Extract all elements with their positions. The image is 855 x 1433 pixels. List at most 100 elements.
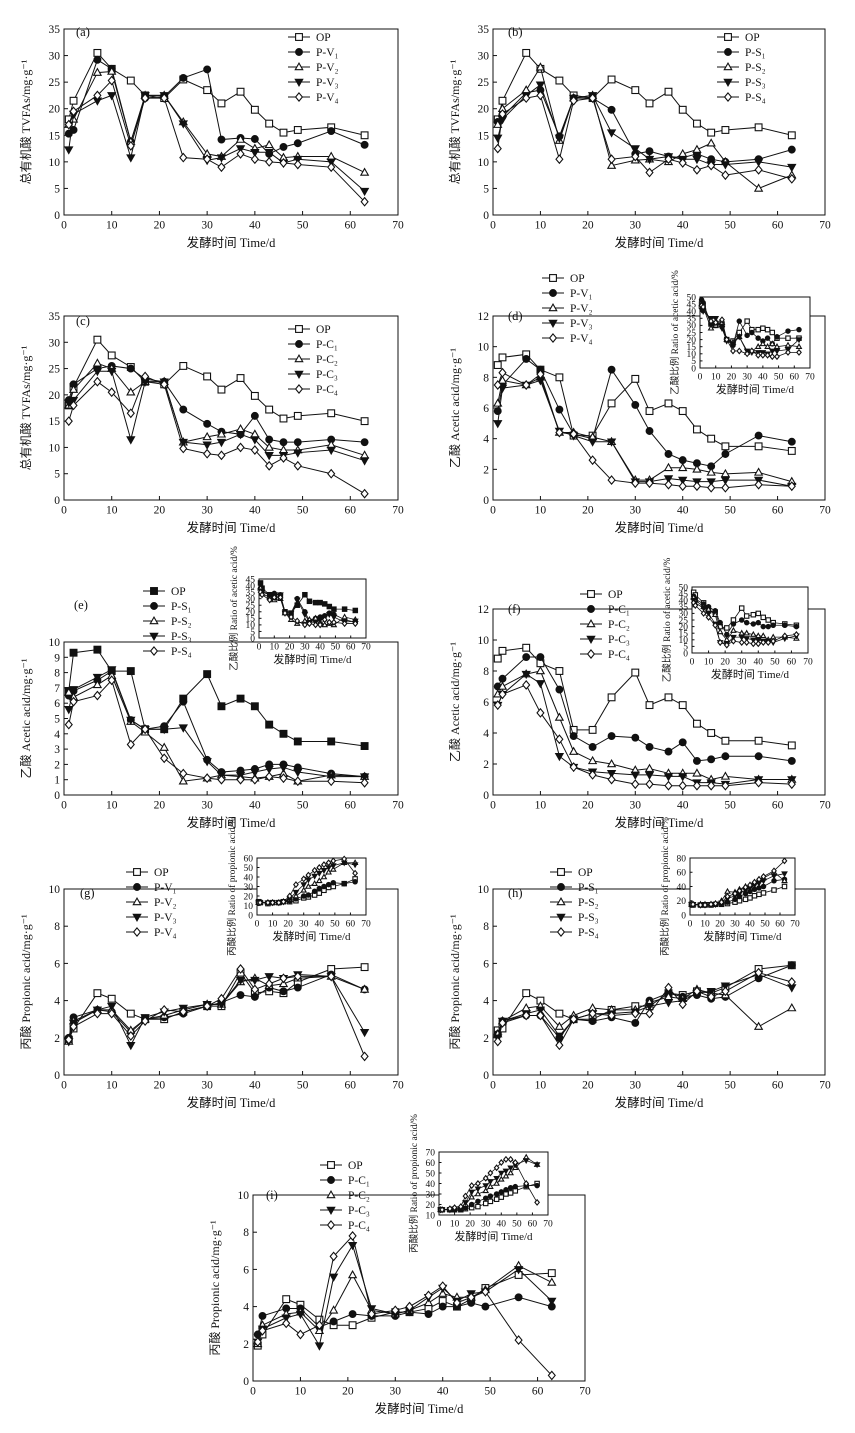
panel-c-x-tick-label: 40 bbox=[249, 505, 261, 517]
panel-g-y-tick-label: 4 bbox=[54, 996, 60, 1008]
panel-c-data-point bbox=[107, 367, 117, 377]
panel-g-data-point bbox=[160, 1004, 169, 1015]
panel-b-x-tick-label: 20 bbox=[582, 220, 594, 232]
panel-b-x-tick-label: 10 bbox=[535, 220, 547, 232]
panel-h-data-point bbox=[588, 1008, 597, 1019]
panel-c-x-tick-label: 70 bbox=[392, 505, 404, 517]
panel-a-data-point bbox=[264, 139, 274, 149]
inset-data-point bbox=[765, 638, 772, 646]
panel-a-data-point bbox=[279, 128, 288, 137]
panel-d-label: (d) bbox=[508, 309, 523, 323]
panel-h-inset-series-4 bbox=[688, 857, 788, 909]
inset-data-point bbox=[326, 603, 333, 610]
panel-i-inset-y-tick-label: 40 bbox=[426, 1180, 436, 1190]
panel-c-data-point bbox=[250, 411, 259, 420]
panel-i-data-point bbox=[348, 1310, 357, 1318]
panel-d-x-tick-label: 0 bbox=[490, 505, 496, 517]
panel-c-data-point bbox=[326, 446, 336, 456]
panel-f-data-point bbox=[754, 777, 763, 788]
legend-marker bbox=[294, 353, 304, 363]
legend-marker bbox=[294, 61, 304, 71]
legend-marker bbox=[295, 325, 303, 333]
inset-data-point bbox=[760, 873, 767, 881]
panel-a-plot-frame bbox=[63, 28, 399, 216]
panel-i-legend: OP P-C₁ P-C₂ P-C₃ P-C₄ bbox=[320, 1160, 370, 1232]
panel-e-data-point bbox=[179, 768, 188, 779]
panel-g-data-point bbox=[360, 1051, 369, 1062]
panel-f-data-point bbox=[754, 752, 763, 761]
panel-d-inset-x-tick-label: 70 bbox=[805, 373, 815, 383]
panel-c-y-axis-title: 总有机酸 TVFAs/mg·g⁻¹ bbox=[18, 345, 33, 470]
legend-marker bbox=[723, 61, 733, 71]
inset-data-point bbox=[316, 890, 323, 896]
panel-c-data-point bbox=[360, 417, 369, 426]
legend-label: P-S₁ bbox=[171, 601, 192, 613]
panel-f-x-axis-title: 发酵时间 Time/d bbox=[615, 815, 705, 830]
panel-a-data-point bbox=[203, 86, 212, 95]
panel-h-x-tick-label: 60 bbox=[772, 1080, 784, 1092]
panel-g-inset-y-tick-label: 40 bbox=[244, 873, 254, 883]
inset-data-point bbox=[269, 899, 276, 907]
panel-d-x-tick-label: 70 bbox=[819, 505, 831, 517]
legend-marker bbox=[724, 48, 732, 56]
inset-data-point bbox=[493, 1196, 500, 1203]
panel-f-inset-y-tick-label: 10 bbox=[679, 636, 689, 646]
panel-d-inset-y-tick-label: 20 bbox=[687, 336, 697, 346]
inset-data-point bbox=[781, 877, 788, 884]
panel-h-data-point bbox=[554, 1021, 565, 1030]
inset-data-point bbox=[498, 1194, 505, 1200]
panel-f-label: (f) bbox=[508, 602, 521, 616]
panel-a-data-point bbox=[69, 96, 78, 105]
panel-g-y-tick-label: 8 bbox=[54, 921, 60, 933]
panel-d-data-point bbox=[522, 354, 531, 363]
panel-e-x-tick-label: 20 bbox=[154, 800, 166, 812]
panel-a-data-point bbox=[236, 87, 245, 96]
inset-data-point bbox=[300, 875, 307, 883]
panel-h-series-3 bbox=[493, 971, 797, 1043]
panel-c-data-point bbox=[216, 438, 227, 448]
panel-d-inset-y-tick-label: 35 bbox=[687, 315, 697, 325]
inset-data-point bbox=[764, 335, 771, 341]
inset-data-point bbox=[315, 877, 323, 884]
panel-a-y-tick-label: 20 bbox=[49, 104, 61, 116]
panel-a-data-point bbox=[93, 90, 102, 101]
panel-i-data-point bbox=[296, 1329, 305, 1340]
panel-a-y-tick-label: 25 bbox=[49, 77, 61, 89]
panel-h-x-tick-label: 70 bbox=[819, 1080, 831, 1092]
panel-d-data-point bbox=[706, 467, 716, 476]
panel-h-y-tick-label: 10 bbox=[478, 884, 490, 896]
inset-data-point bbox=[468, 1189, 476, 1196]
panel-i-inset-y-tick-label: 20 bbox=[426, 1201, 436, 1211]
panel-a-data-point bbox=[64, 146, 74, 155]
panel-f-data-point bbox=[644, 771, 655, 780]
panel-d-data-point bbox=[721, 442, 730, 451]
panel-e-inset-x-tick-label: 20 bbox=[285, 643, 295, 653]
panel-i-data-point bbox=[367, 1309, 376, 1319]
inset-data-point bbox=[302, 591, 308, 598]
panel-d-inset-x-tick-label: 30 bbox=[742, 373, 752, 383]
inset-data-point bbox=[719, 316, 725, 324]
panel-e-data-point bbox=[360, 742, 369, 750]
panel-f-data-point bbox=[606, 758, 617, 768]
panel-f-data-point bbox=[555, 667, 564, 675]
panel-d-inset-series-4 bbox=[698, 302, 802, 361]
panel-b-data-point bbox=[664, 87, 673, 96]
panel-i-y-tick-label: 6 bbox=[243, 1264, 249, 1276]
inset-data-point bbox=[325, 868, 332, 875]
panel-e-data-point bbox=[279, 729, 288, 738]
panel-g-inset-y-tick-label: 50 bbox=[244, 864, 254, 874]
inset-data-point bbox=[785, 335, 791, 341]
panel-c-y-tick-label: 25 bbox=[49, 364, 61, 376]
inset-data-point bbox=[764, 326, 771, 333]
panel-b-x-tick-label: 0 bbox=[490, 220, 496, 232]
panel-e-label: (e) bbox=[74, 598, 88, 612]
inset-data-point bbox=[468, 1201, 475, 1208]
panel-c-data-point bbox=[264, 452, 274, 461]
panel-c-data-point bbox=[203, 372, 212, 381]
panel-b-data-point bbox=[555, 76, 564, 85]
panel-g-data-point bbox=[93, 1008, 102, 1019]
panel-g-inset-y-axis-title: 丙酸比例 Ratio of propionic acid/% bbox=[226, 817, 238, 956]
panel-e-data-point bbox=[360, 777, 369, 788]
